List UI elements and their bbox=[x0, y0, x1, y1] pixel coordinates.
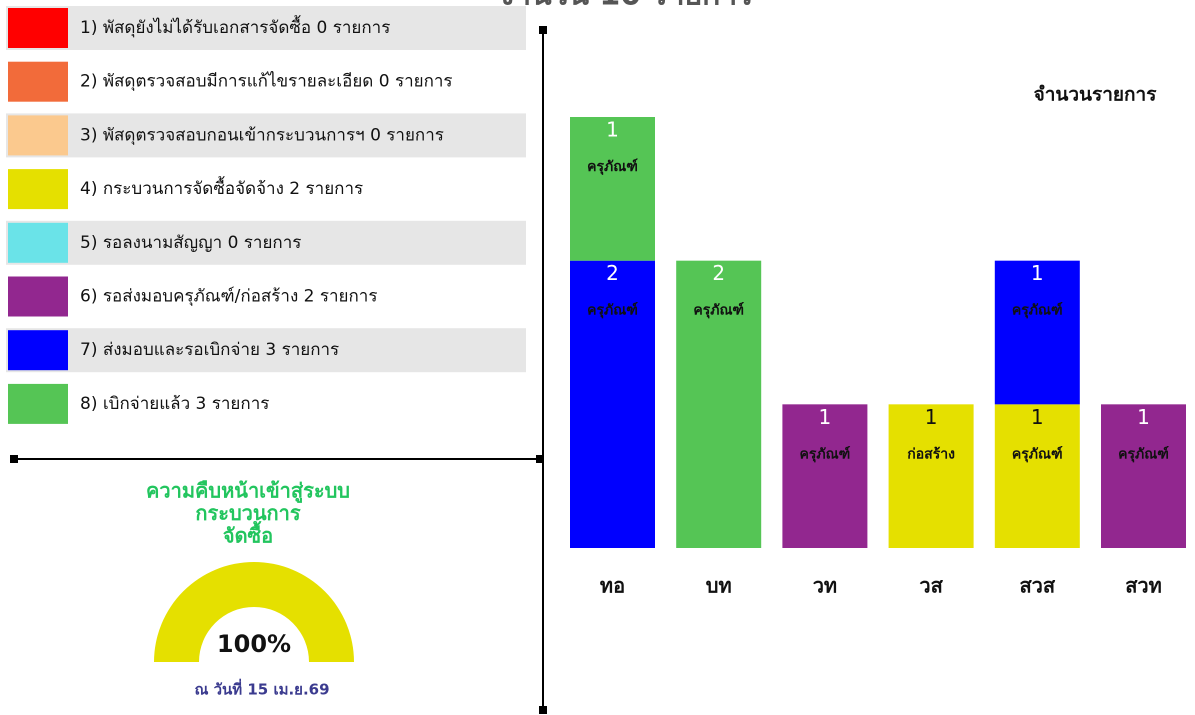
bar-segment bbox=[782, 404, 868, 548]
legend-label: 8) เบิกจ่ายแล้ว 3 รายการ bbox=[80, 394, 269, 414]
segment-sublabel: ครุภัณฑ์ bbox=[1118, 445, 1169, 462]
x-tick-label: วท bbox=[813, 574, 837, 598]
legend-swatch bbox=[8, 222, 68, 263]
x-tick-label: บท bbox=[706, 574, 732, 598]
value-label: 2 bbox=[606, 261, 619, 285]
gauge-value: 100% bbox=[217, 630, 291, 658]
bar-segment bbox=[570, 260, 655, 548]
legend-swatch bbox=[8, 383, 68, 424]
legend-row-bg bbox=[6, 113, 526, 158]
y-axis-label: จำนวนรายการ bbox=[1034, 84, 1158, 106]
legend-swatch bbox=[8, 61, 68, 102]
segment-sublabel: ครุภัณฑ์ bbox=[1012, 302, 1063, 319]
bar-segment bbox=[676, 260, 762, 548]
legend-label: 5) รอลงนามสัญญา 0 รายการ bbox=[80, 233, 301, 253]
segment-sublabel: ครุภัณฑ์ bbox=[800, 445, 851, 462]
bar-segment bbox=[888, 404, 974, 548]
bar-segment bbox=[994, 260, 1080, 405]
x-tick-label: วส bbox=[919, 574, 943, 598]
segment-sublabel: ครุภัณฑ์ bbox=[1012, 445, 1063, 462]
bar-segment bbox=[1101, 404, 1186, 548]
segment-sublabel: ครุภัณฑ์ bbox=[587, 302, 638, 319]
value-label: 1 bbox=[1031, 261, 1044, 285]
x-tick-label: ทอ bbox=[600, 574, 625, 598]
gauge-title: จัดซื้อ bbox=[223, 521, 273, 548]
segment-sublabel: ก่อสร้าง bbox=[907, 446, 955, 462]
divider-end bbox=[10, 455, 18, 463]
x-tick-label: สวท bbox=[1125, 574, 1162, 598]
legend-swatch bbox=[8, 169, 68, 210]
bar-segment bbox=[994, 404, 1080, 548]
value-label: 1 bbox=[819, 405, 832, 429]
legend-label: 1) พัสดุยังไม่ได้รับเอกสารจัดซื้อ 0 รายก… bbox=[80, 15, 390, 38]
legend-label: 2) พัสดุตรวจสอบมีการแก้ไขรายละเอียด 0 รา… bbox=[80, 71, 453, 92]
value-label: 2 bbox=[712, 261, 725, 285]
legend-swatch bbox=[8, 276, 68, 317]
gauge-arc bbox=[154, 562, 354, 662]
x-tick-label: สวส bbox=[1019, 574, 1055, 598]
legend-swatch bbox=[8, 8, 68, 48]
legend-label: 4) กระบวนการจัดซื้อจัดจ้าง 2 รายการ bbox=[80, 176, 363, 199]
legend-label: 3) พัสดุตรวจสอบกอนเข้ากระบวนการฯ 0 รายกา… bbox=[80, 125, 444, 145]
legend-row-bg bbox=[6, 6, 526, 50]
divider-end bbox=[539, 26, 547, 34]
divider-end bbox=[536, 455, 544, 463]
value-label: 1 bbox=[925, 405, 938, 429]
gauge-date: ณ วันที่ 15 เม.ย.69 bbox=[194, 679, 329, 699]
page-title: จำนวน 10 รายการ bbox=[497, 0, 754, 13]
segment-sublabel: ครุภัณฑ์ bbox=[693, 302, 744, 319]
legend-label: 7) ส่งมอบและรอเบิกจ่าย 3 รายการ bbox=[80, 340, 339, 360]
legend-label: 6) รอส่งมอบครุภัณฑ์/ก่อสร้าง 2 รายการ bbox=[80, 287, 377, 307]
gauge-title: ความคืบหน้าเข้าสู่ระบบ bbox=[146, 479, 350, 505]
gauge-title: กระบวนการ bbox=[195, 501, 301, 525]
value-label: 1 bbox=[1137, 405, 1150, 429]
value-label: 1 bbox=[606, 118, 619, 142]
legend-swatch bbox=[8, 330, 68, 371]
segment-sublabel: ครุภัณฑ์ bbox=[587, 158, 638, 175]
legend-row-bg bbox=[6, 328, 526, 373]
legend-swatch bbox=[8, 115, 68, 156]
legend-row-bg bbox=[6, 220, 526, 265]
divider-end bbox=[539, 706, 547, 714]
value-label: 1 bbox=[1031, 405, 1044, 429]
bar-segment bbox=[570, 117, 655, 261]
